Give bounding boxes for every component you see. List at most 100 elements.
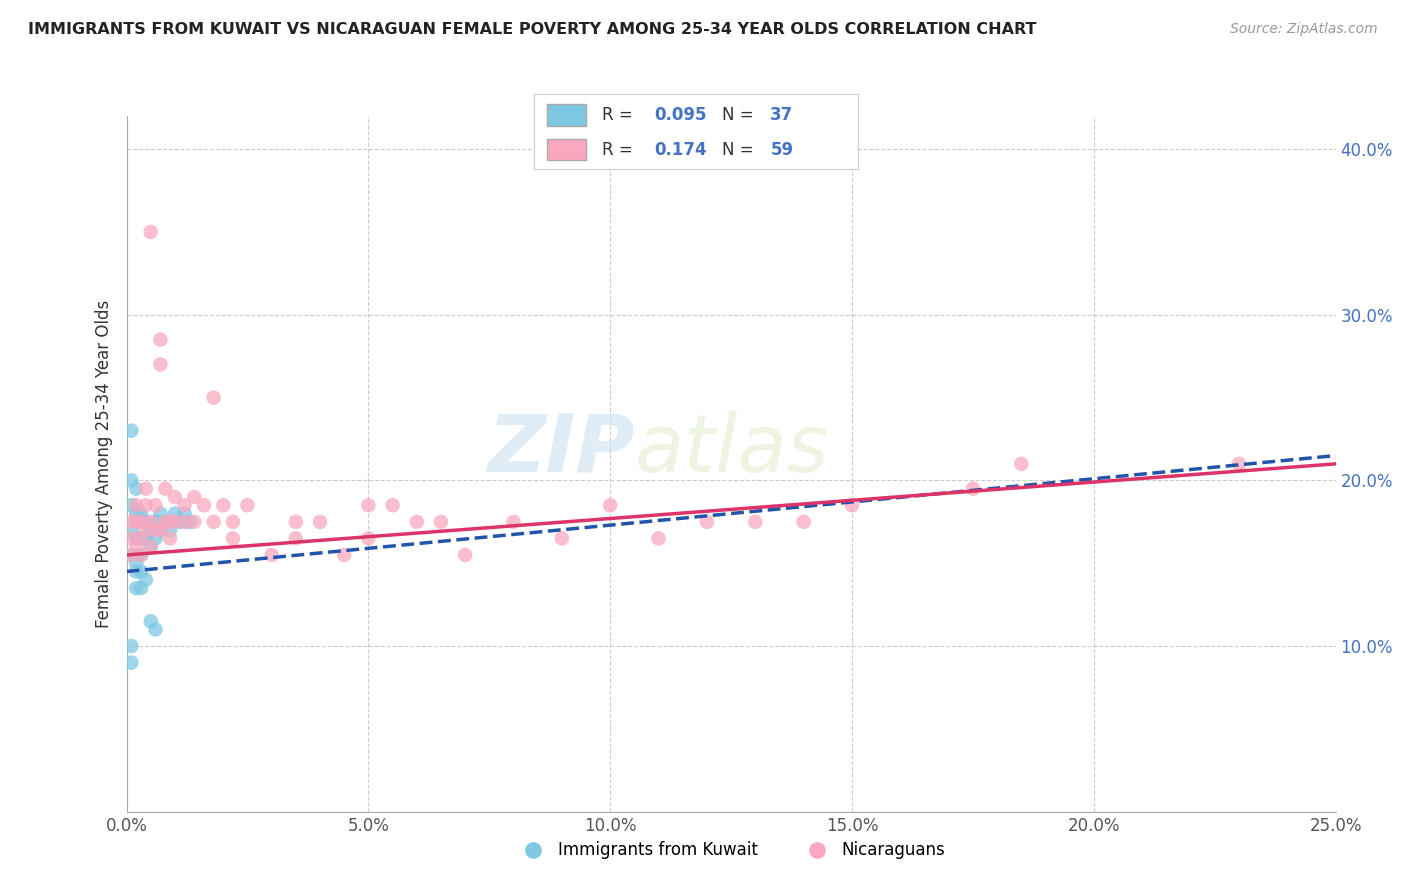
Point (841, 498, 863, 512)
Point (120, 498, 142, 512)
Point (222, 515, 245, 529)
Point (120, 639, 142, 653)
Point (135, 532, 157, 546)
Point (149, 507, 172, 521)
Point (179, 515, 201, 529)
Point (125, 482, 148, 496)
Point (149, 358, 172, 372)
Point (139, 614, 162, 628)
Point (120, 515, 142, 529)
Point (502, 515, 524, 529)
Point (155, 482, 177, 496)
Point (696, 515, 718, 529)
Point (120, 656, 142, 670)
Point (212, 498, 235, 512)
Point (120, 474, 142, 488)
Point (155, 515, 177, 529)
Text: N =: N = (721, 106, 759, 124)
Point (155, 515, 177, 529)
Point (135, 498, 157, 512)
Point (599, 498, 621, 512)
Point (145, 498, 167, 512)
Text: N =: N = (721, 141, 759, 159)
Point (125, 498, 148, 512)
Point (125, 581, 148, 595)
Point (309, 515, 332, 529)
Point (236, 498, 259, 512)
Point (135, 523, 157, 537)
Point (145, 532, 167, 546)
Point (129, 548, 152, 562)
Point (149, 333, 172, 347)
Point (139, 523, 162, 537)
Point (183, 515, 205, 529)
Text: ZIP: ZIP (486, 411, 634, 489)
Point (183, 490, 205, 504)
Point (135, 573, 157, 587)
Point (1227, 457, 1250, 471)
Point (120, 424, 142, 438)
Point (139, 540, 162, 554)
Point (163, 507, 186, 521)
Text: 0.095: 0.095 (654, 106, 706, 124)
Point (129, 532, 152, 546)
Point (125, 565, 148, 579)
Point (381, 498, 404, 512)
Point (173, 507, 195, 521)
Point (173, 515, 195, 529)
Point (284, 532, 307, 546)
Point (129, 532, 152, 546)
FancyBboxPatch shape (547, 139, 586, 161)
Text: 37: 37 (770, 106, 793, 124)
Point (125, 532, 148, 546)
Point (173, 498, 195, 512)
Point (125, 515, 148, 529)
Point (159, 532, 181, 546)
Point (962, 482, 984, 496)
Point (120, 532, 142, 546)
Point (551, 532, 574, 546)
Text: atlas: atlas (634, 411, 830, 489)
Point (222, 532, 245, 546)
Point (139, 515, 162, 529)
Point (129, 548, 152, 562)
Point (159, 515, 181, 529)
Point (139, 225, 162, 239)
Text: 0.174: 0.174 (654, 141, 707, 159)
Point (129, 565, 152, 579)
Point (159, 523, 181, 537)
Point (125, 515, 148, 529)
Point (129, 507, 152, 521)
Point (163, 490, 186, 504)
Point (430, 515, 453, 529)
Point (169, 515, 191, 529)
Point (202, 515, 225, 529)
Text: Source: ZipAtlas.com: Source: ZipAtlas.com (1230, 22, 1378, 37)
Point (454, 548, 477, 562)
Point (193, 498, 215, 512)
Point (744, 515, 766, 529)
Text: 59: 59 (770, 141, 793, 159)
Point (163, 515, 186, 529)
Point (135, 515, 157, 529)
Point (647, 532, 669, 546)
Point (145, 623, 167, 637)
Point (357, 498, 380, 512)
Point (260, 548, 283, 562)
FancyBboxPatch shape (547, 104, 586, 126)
Point (145, 523, 167, 537)
Text: IMMIGRANTS FROM KUWAIT VS NICARAGUAN FEMALE POVERTY AMONG 25-34 YEAR OLDS CORREL: IMMIGRANTS FROM KUWAIT VS NICARAGUAN FEM… (28, 22, 1036, 37)
Point (129, 515, 152, 529)
Legend: Immigrants from Kuwait, Nicaraguans: Immigrants from Kuwait, Nicaraguans (510, 835, 952, 866)
Point (129, 581, 152, 595)
Point (1010, 457, 1032, 471)
Point (149, 523, 172, 537)
Point (202, 391, 225, 405)
Point (333, 548, 356, 562)
Point (120, 523, 142, 537)
Point (139, 540, 162, 554)
Point (793, 515, 815, 529)
Point (129, 515, 152, 529)
Point (125, 507, 148, 521)
Point (125, 540, 148, 554)
